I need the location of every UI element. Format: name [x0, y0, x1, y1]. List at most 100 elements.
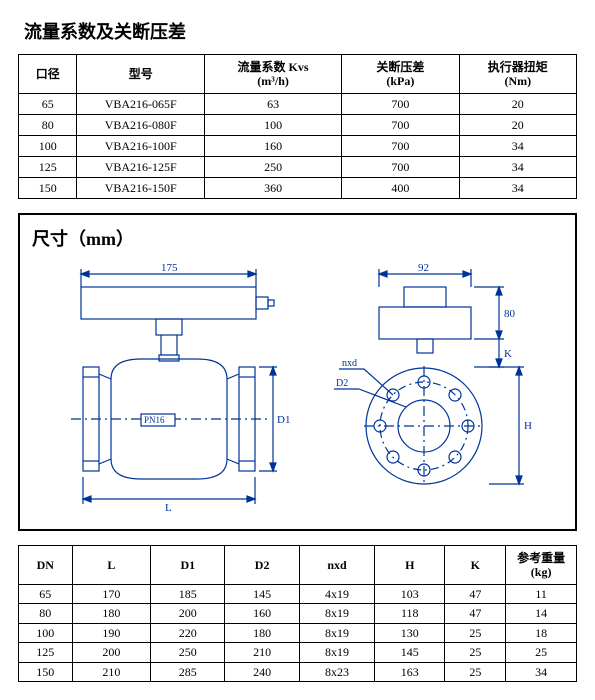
- cell: 170: [72, 585, 151, 604]
- cell: 25: [445, 662, 506, 681]
- cell: 700: [342, 115, 459, 136]
- cell: 185: [151, 585, 225, 604]
- th-dn: DN: [19, 546, 73, 585]
- cell: 400: [342, 178, 459, 199]
- th-d2: D2: [225, 546, 299, 585]
- th-nm-l1: 执行器扭矩: [488, 60, 548, 74]
- cell: 210: [72, 662, 151, 681]
- cell: 18: [506, 623, 577, 642]
- cell: 8x19: [299, 623, 374, 642]
- cell: VBA216-080F: [77, 115, 205, 136]
- cell: 80: [19, 115, 77, 136]
- label-h: H: [524, 420, 532, 432]
- th-kvs-l1: 流量系数 Kvs: [238, 60, 309, 74]
- th-nm: 执行器扭矩(Nm): [459, 55, 576, 94]
- cell: 200: [151, 604, 225, 623]
- front-view-diagram: 175: [41, 259, 301, 519]
- table-header-row: DN L D1 D2 nxd H K 参考重量(kg): [19, 546, 577, 585]
- cell: 150: [19, 178, 77, 199]
- diagram-wrap: 175: [30, 259, 565, 519]
- cell: 100: [19, 623, 73, 642]
- cell: 80: [19, 604, 73, 623]
- cell: 103: [375, 585, 445, 604]
- cell: VBA216-065F: [77, 94, 205, 115]
- cell: 4x19: [299, 585, 374, 604]
- th-kpa-l2: (kPa): [386, 74, 414, 88]
- th-kpa: 关断压差(kPa): [342, 55, 459, 94]
- cell: 200: [72, 643, 151, 662]
- table-row: 1001902201808x191302518: [19, 623, 577, 642]
- th-kvs-l2: (m³/h): [257, 74, 289, 88]
- table-row: 100VBA216-100F16070034: [19, 136, 577, 157]
- th-model: 型号: [77, 55, 205, 94]
- cell: 34: [459, 157, 576, 178]
- cell: 20: [459, 94, 576, 115]
- table-header-row: 口径 型号 流量系数 Kvs(m³/h) 关断压差(kPa) 执行器扭矩(Nm): [19, 55, 577, 94]
- cell: 14: [506, 604, 577, 623]
- label-l: L: [165, 502, 172, 514]
- cell: 240: [225, 662, 299, 681]
- cell: 160: [205, 136, 342, 157]
- table-row: 65VBA216-065F6370020: [19, 94, 577, 115]
- cell: 65: [19, 585, 73, 604]
- th-k: K: [445, 546, 506, 585]
- cell: 25: [506, 643, 577, 662]
- dim-92: 92: [418, 262, 429, 274]
- page-title: 流量系数及关断压差: [18, 18, 577, 44]
- cell: 700: [342, 94, 459, 115]
- cell: 145: [375, 643, 445, 662]
- th-nxd: nxd: [299, 546, 374, 585]
- cell: 285: [151, 662, 225, 681]
- cell: 20: [459, 115, 576, 136]
- th-kvs: 流量系数 Kvs(m³/h): [205, 55, 342, 94]
- th-caliber: 口径: [19, 55, 77, 94]
- cell: 34: [506, 662, 577, 681]
- cell: 180: [72, 604, 151, 623]
- cell: 180: [225, 623, 299, 642]
- cell: 100: [19, 136, 77, 157]
- cell: VBA216-150F: [77, 178, 205, 199]
- table-row: 1252002502108x191452525: [19, 643, 577, 662]
- cell: 25: [445, 623, 506, 642]
- table-row: 150VBA216-150F36040034: [19, 178, 577, 199]
- cell: 125: [19, 157, 77, 178]
- label-d2: D2: [336, 378, 348, 389]
- cell: 250: [205, 157, 342, 178]
- table-row: 651701851454x191034711: [19, 585, 577, 604]
- cell: VBA216-125F: [77, 157, 205, 178]
- cell: 8x19: [299, 643, 374, 662]
- cell: VBA216-100F: [77, 136, 205, 157]
- dimension-title: 尺寸（mm）: [32, 225, 565, 251]
- th-nm-l2: (Nm): [504, 74, 531, 88]
- th-h: H: [375, 546, 445, 585]
- cell: 34: [459, 178, 576, 199]
- cell: 150: [19, 662, 73, 681]
- th-kg-l1: 参考重量: [517, 551, 565, 565]
- dimension-table: DN L D1 D2 nxd H K 参考重量(kg) 651701851454…: [18, 545, 577, 682]
- label-d1: D1: [277, 414, 290, 426]
- th-kg: 参考重量(kg): [506, 546, 577, 585]
- table-row: 1502102852408x231632534: [19, 662, 577, 681]
- label-k: K: [504, 348, 512, 360]
- th-kg-l2: (kg): [531, 565, 552, 579]
- cell: 63: [205, 94, 342, 115]
- dim-175: 175: [161, 262, 178, 274]
- th-l: L: [72, 546, 151, 585]
- cell: 47: [445, 585, 506, 604]
- cell: 210: [225, 643, 299, 662]
- cell: 125: [19, 643, 73, 662]
- cell: 8x19: [299, 604, 374, 623]
- cell: 160: [225, 604, 299, 623]
- cell: 360: [205, 178, 342, 199]
- cell: 11: [506, 585, 577, 604]
- cell: 34: [459, 136, 576, 157]
- cell: 25: [445, 643, 506, 662]
- cell: 700: [342, 136, 459, 157]
- table-row: 80VBA216-080F10070020: [19, 115, 577, 136]
- label-pn16: PN16: [144, 415, 165, 425]
- table-row: 801802001608x191184714: [19, 604, 577, 623]
- dimension-diagram-box: 尺寸（mm） 175: [18, 213, 577, 531]
- th-d1: D1: [151, 546, 225, 585]
- cell: 220: [151, 623, 225, 642]
- cell: 65: [19, 94, 77, 115]
